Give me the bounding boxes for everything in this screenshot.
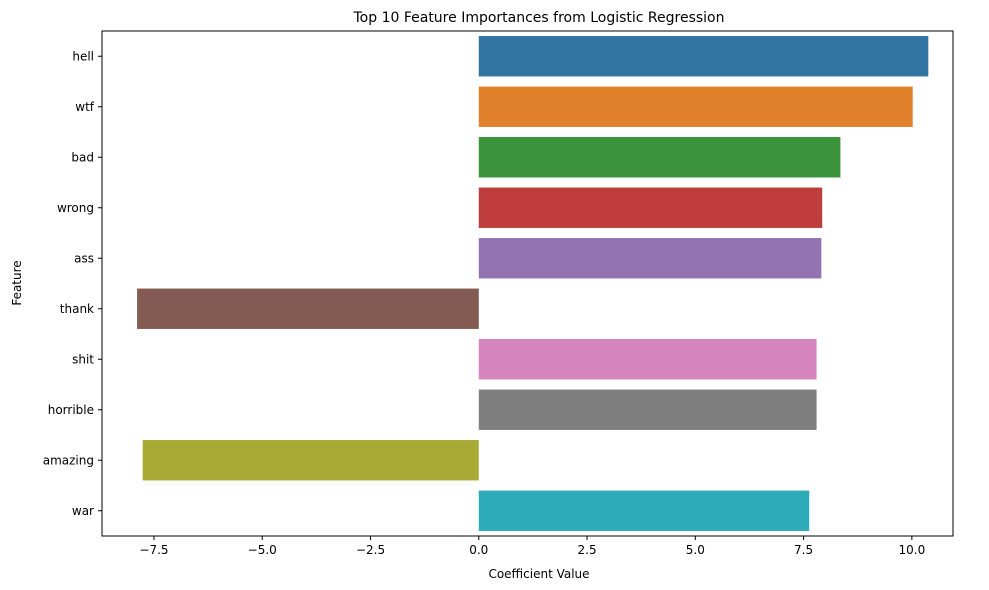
bar-shit (478, 339, 817, 380)
bars-group (137, 36, 929, 531)
y-tick-label: wtf (75, 100, 95, 114)
bar-hell (478, 36, 929, 77)
bar-war (478, 490, 810, 531)
bar-wrong (478, 187, 823, 228)
x-tick-label: 2.5 (578, 543, 597, 557)
bar-horrible (478, 389, 817, 430)
bar-amazing (142, 440, 479, 481)
x-ticks-group: −7.5 −5.0 −2.5 0.0 2.5 5.0 7.5 10.0 (139, 536, 925, 557)
x-tick-label: 7.5 (794, 543, 813, 557)
y-tick-label: shit (72, 352, 94, 366)
bar-ass (478, 238, 822, 279)
y-tick-label: thank (60, 302, 94, 316)
y-tick-label: hell (72, 49, 94, 63)
y-tick-label: wrong (57, 201, 94, 215)
y-tick-label: amazing (43, 453, 94, 467)
y-axis-title: Feature (10, 260, 24, 305)
x-tick-label: 0.0 (469, 543, 488, 557)
bar-wtf (478, 86, 913, 127)
y-tick-label: horrible (48, 403, 94, 417)
bar-thank (137, 288, 479, 329)
y-tick-label: ass (74, 251, 94, 265)
x-tick-label: −7.5 (139, 543, 168, 557)
x-tick-label: 5.0 (686, 543, 705, 557)
x-tick-label: 10.0 (898, 543, 925, 557)
chart-title: Top 10 Feature Importances from Logistic… (353, 10, 725, 26)
x-tick-label: −5.0 (248, 543, 277, 557)
y-ticks-group: hell wtf bad wrong ass thank shit horrible amazi… (43, 49, 102, 518)
y-tick-label: war (72, 504, 94, 518)
x-axis-title: Coefficient Value (488, 567, 589, 581)
plot-frame (101, 30, 954, 537)
x-tick-label: −2.5 (356, 543, 385, 557)
y-tick-label: bad (71, 150, 94, 164)
bar-bad (478, 137, 841, 178)
